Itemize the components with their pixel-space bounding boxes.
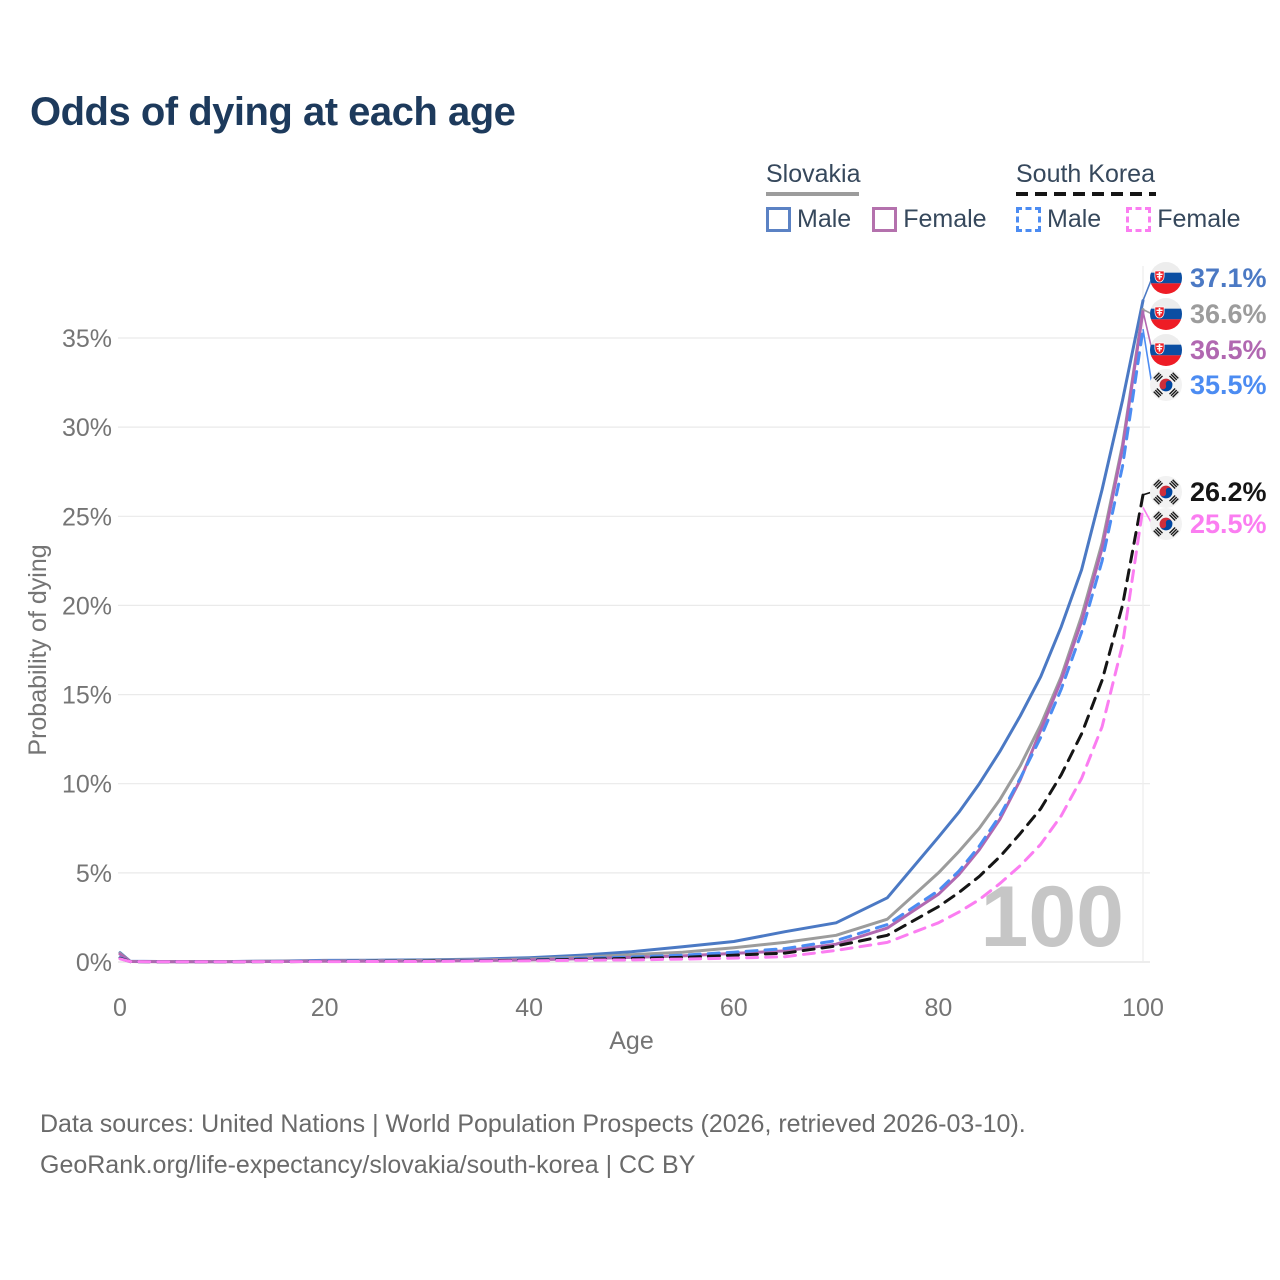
legend-item-label: Female xyxy=(903,205,987,233)
legend-linestyle-south-korea xyxy=(1016,192,1156,196)
y-tick-label: 15% xyxy=(62,682,112,710)
x-axis-title: Age xyxy=(609,1027,653,1055)
series-line-south-korea-female[interactable] xyxy=(118,505,1145,964)
x-tick-label: 40 xyxy=(515,994,543,1022)
south-korea-male-swatch-icon xyxy=(1016,207,1041,232)
end-value-label-south-korea-both-sexes: 26.2% xyxy=(1190,477,1267,507)
legend-group-slovakia: Slovakia Male Female xyxy=(766,160,987,234)
end-value-label-slovakia-both-sexes: 36.6% xyxy=(1190,299,1267,329)
legend-item-label: Male xyxy=(797,205,852,233)
legend-country-south-korea[interactable]: South Korea xyxy=(1016,160,1155,188)
south-korea-flag-icon xyxy=(1150,476,1182,508)
legend-country-slovakia[interactable]: Slovakia xyxy=(766,160,861,188)
x-tick-label: 80 xyxy=(924,994,952,1022)
y-tick-label: 5% xyxy=(76,860,112,888)
south-korea-female-swatch-icon xyxy=(1126,207,1152,232)
slovakia-flag-icon xyxy=(1150,298,1182,330)
chart-legend: Slovakia Male Female South Korea Male xyxy=(0,160,1280,250)
series-line-slovakia-both-sexes[interactable] xyxy=(118,308,1145,964)
y-tick-label: 25% xyxy=(62,503,112,531)
footer-attribution-link: GeoRank.org/life-expectancy/slovakia/sou… xyxy=(40,1151,696,1179)
end-label-connector xyxy=(1142,328,1153,386)
y-tick-label: 0% xyxy=(76,949,112,977)
end-label-connector xyxy=(1142,311,1153,351)
slovakia-male-swatch-icon xyxy=(766,207,791,232)
y-tick-label: 20% xyxy=(62,592,112,620)
footer-data-sources: Data sources: United Nations | World Pop… xyxy=(40,1110,1026,1138)
slovakia-flag-icon xyxy=(1150,262,1182,294)
south-korea-flag-icon xyxy=(1150,369,1182,401)
series-line-slovakia-male[interactable] xyxy=(118,299,1145,964)
x-tick-label: 0 xyxy=(113,994,127,1022)
page-title: Odds of dying at each age xyxy=(30,90,516,134)
series-line-slovakia-female[interactable] xyxy=(118,309,1145,964)
y-tick-label: 10% xyxy=(62,771,112,799)
legend-item-label: Female xyxy=(1157,205,1241,233)
south-korea-flag-icon xyxy=(1150,508,1182,540)
slovakia-flag-icon xyxy=(1150,334,1182,366)
age-watermark: 100 xyxy=(981,869,1125,965)
end-value-label-south-korea-female: 25.5% xyxy=(1190,509,1267,539)
y-tick-label: 30% xyxy=(62,414,112,442)
x-tick-label: 20 xyxy=(311,994,339,1022)
footer: Data sources: United Nations | World Pop… xyxy=(40,1104,1026,1186)
y-tick-label: 35% xyxy=(62,325,112,353)
legend-item-slovakia-male[interactable]: Male xyxy=(766,205,851,234)
end-value-label-south-korea-male: 35.5% xyxy=(1190,370,1267,400)
legend-group-south-korea: South Korea Male Female xyxy=(1016,160,1241,234)
legend-item-south-korea-female[interactable]: Female xyxy=(1126,205,1241,234)
legend-linestyle-slovakia xyxy=(766,192,859,196)
end-value-label-slovakia-female: 36.5% xyxy=(1190,335,1267,365)
y-axis-title: Probability of dying xyxy=(24,544,52,755)
legend-item-label: Male xyxy=(1047,205,1102,233)
x-tick-label: 100 xyxy=(1122,994,1164,1022)
slovakia-female-swatch-icon xyxy=(872,207,898,232)
legend-item-south-korea-male[interactable]: Male xyxy=(1016,205,1101,234)
legend-item-slovakia-female[interactable]: Female xyxy=(872,205,987,234)
end-value-label-slovakia-male: 37.1% xyxy=(1190,263,1267,293)
x-tick-label: 60 xyxy=(720,994,748,1022)
